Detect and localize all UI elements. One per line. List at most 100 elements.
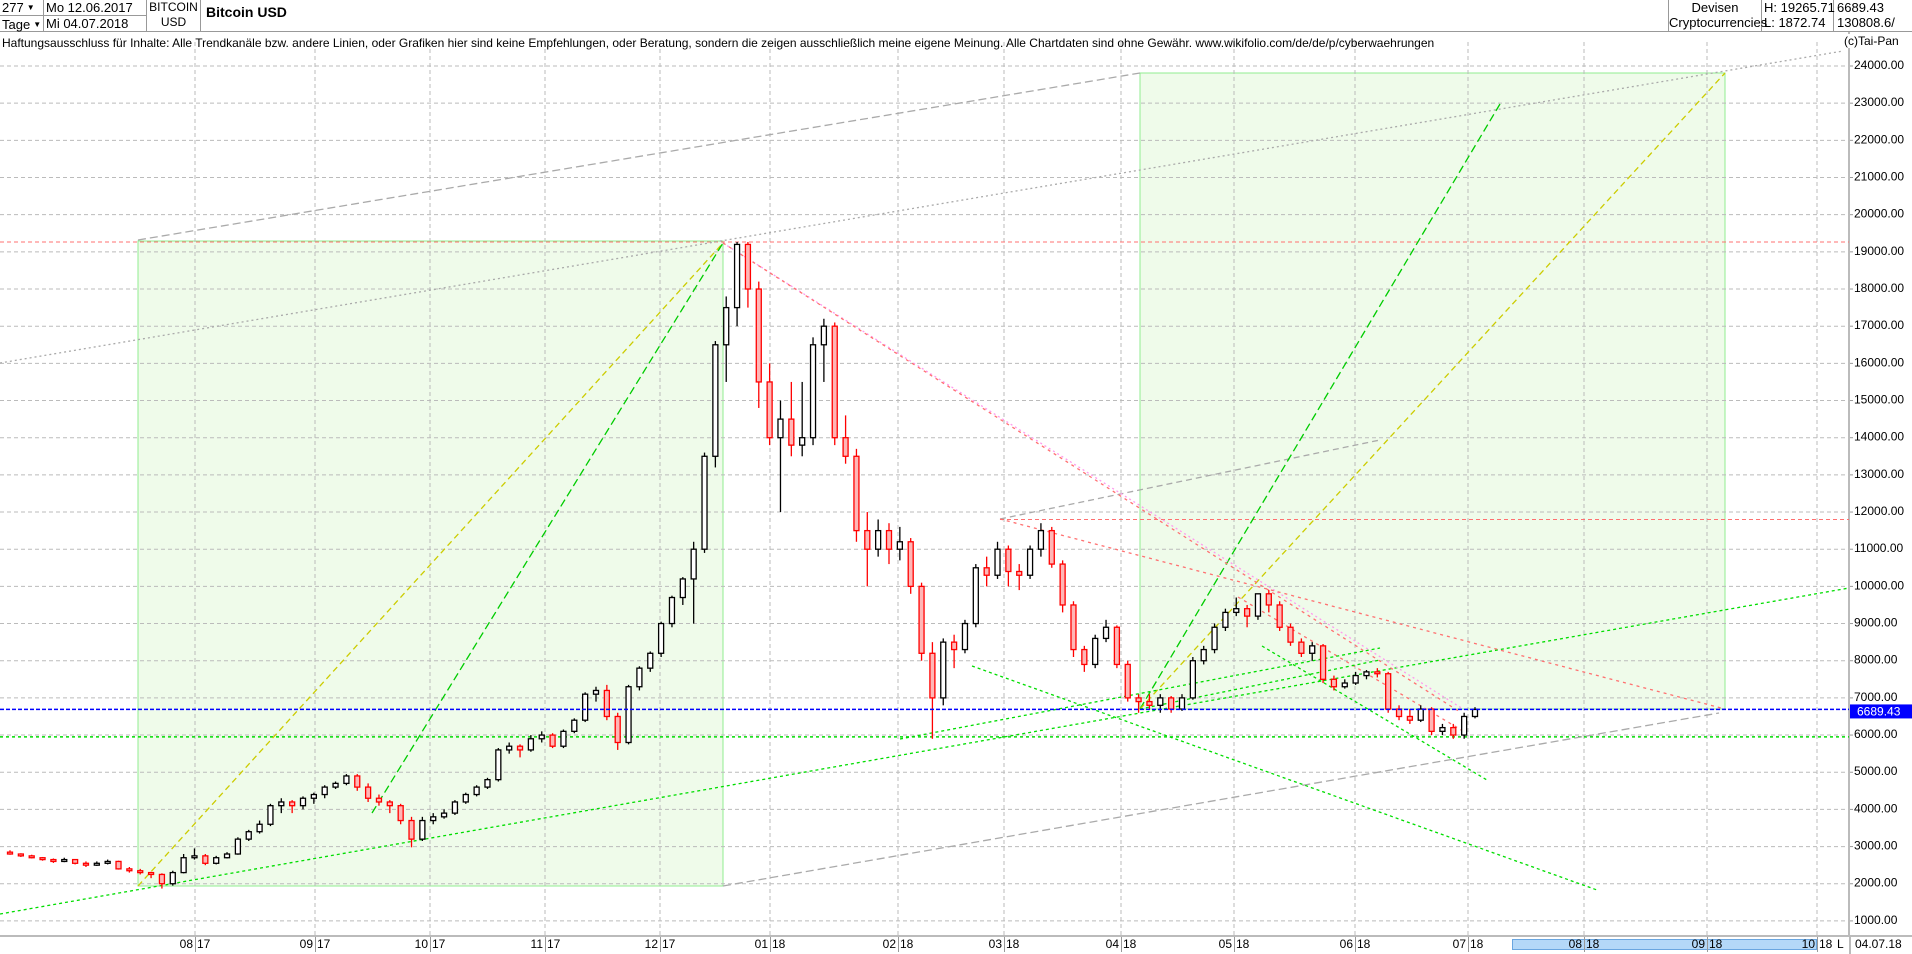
candle-body	[299, 797, 307, 807]
candle-body	[430, 816, 437, 822]
candle-body	[603, 689, 611, 718]
candle-body	[690, 548, 697, 580]
candle-body	[408, 819, 415, 840]
x-tick-month: 09	[1691, 937, 1705, 951]
y-tick-label: 3000.00	[1854, 839, 1898, 853]
candle-body	[6, 851, 14, 855]
candle-body	[831, 325, 838, 439]
candle-body	[180, 857, 187, 874]
x-tick-year: 18	[1004, 937, 1020, 952]
candle-body	[1200, 648, 1207, 662]
red-trend-line	[1237, 596, 1464, 732]
y-tick-label: 1000.00	[1854, 913, 1898, 927]
candle-body	[940, 641, 947, 699]
scale-mode[interactable]: L	[1837, 937, 1844, 951]
candle-body	[668, 596, 676, 625]
x-tick-year: 18	[1468, 937, 1484, 952]
candle-body	[1048, 529, 1055, 565]
x-tick-month: 10	[1801, 937, 1815, 951]
x-tick-month: 08	[179, 937, 193, 951]
x-tick-year: 17	[195, 937, 211, 952]
y-tick-label: 20000.00	[1854, 207, 1904, 221]
period-dropdown[interactable]: Tage ▼	[0, 16, 44, 32]
candle-body	[1081, 648, 1088, 666]
candle-body	[50, 858, 57, 863]
x-tick-month: 06	[1339, 937, 1353, 951]
y-tick-label: 5000.00	[1854, 764, 1898, 778]
x-tick-year: 17	[315, 937, 331, 952]
candle-body	[1016, 570, 1023, 576]
candle-body	[451, 801, 459, 814]
candle-body	[267, 805, 274, 825]
x-tick-month: 05	[1218, 937, 1232, 951]
start-date[interactable]: Mo 12.06.2017	[44, 0, 147, 16]
candle-body	[766, 381, 773, 439]
candle-body	[1330, 678, 1338, 688]
candle-body	[853, 455, 860, 532]
candle-body	[17, 853, 25, 857]
count-dropdown[interactable]: 277 ▼	[0, 0, 44, 16]
candle-body	[1070, 604, 1077, 651]
candle-body	[994, 548, 1001, 576]
y-tick-label: 14000.00	[1854, 430, 1904, 444]
candle-body	[39, 857, 46, 861]
candle-body	[809, 344, 817, 439]
end-date[interactable]: Mi 04.07.2018	[44, 16, 147, 32]
candle-body	[1037, 529, 1045, 550]
candle-body	[972, 567, 979, 625]
x-tick-year: 18	[1584, 937, 1600, 952]
candle-body	[1298, 641, 1305, 654]
candle-body	[560, 730, 567, 747]
candle-body	[625, 686, 632, 744]
y-tick-label: 10000.00	[1854, 578, 1904, 592]
candle-body	[777, 418, 784, 439]
candle-body	[527, 738, 535, 751]
green-channel-line	[1139, 659, 1381, 710]
gray-channel-line	[999, 439, 1381, 520]
green-channel-line	[1261, 645, 1488, 781]
candle-body	[571, 719, 578, 732]
candle-body	[126, 868, 133, 872]
x-tick-year: 18	[1234, 937, 1250, 952]
y-tick-label: 18000.00	[1854, 281, 1904, 295]
x-tick-year: 17	[430, 937, 446, 952]
candle-body	[1471, 708, 1479, 718]
candle-body	[1439, 726, 1446, 732]
gray-channel-line	[722, 712, 1720, 887]
candle-body	[929, 652, 936, 699]
candle-body	[332, 782, 339, 788]
gray-channel-line	[0, 50, 1844, 364]
candle-body	[1385, 673, 1392, 710]
x-tick-month: 03	[988, 937, 1002, 951]
candle-body	[321, 786, 328, 796]
candle-body	[61, 858, 68, 863]
candle-body	[516, 745, 524, 751]
candle-body	[147, 871, 155, 876]
green-fan-line	[1139, 103, 1501, 710]
candle-body	[657, 622, 665, 654]
candle-body	[679, 578, 686, 599]
chart-header: 277 ▼ Tage ▼ Mo 12.06.2017 Mi 04.07.2018 B…	[0, 0, 1912, 32]
candle-body	[354, 775, 361, 788]
candle-body	[1450, 726, 1457, 736]
candle-body	[278, 801, 285, 807]
candle-body	[506, 745, 513, 751]
candle-body	[788, 418, 795, 446]
time-scrollbar[interactable]	[1512, 939, 1817, 950]
candle-body	[1222, 611, 1229, 628]
instrument-title: Bitcoin USD	[206, 4, 287, 20]
candle-body	[343, 775, 350, 785]
x-tick-month: 10	[414, 937, 428, 951]
x-tick-year: 17	[545, 937, 561, 952]
yellow-fan-line	[1139, 72, 1726, 710]
candle-body	[223, 853, 231, 859]
y-tick-label: 13000.00	[1854, 467, 1904, 481]
candle-body	[983, 567, 990, 576]
x-tick-year: 18	[1817, 937, 1833, 952]
candle-body	[310, 793, 318, 799]
candle-body	[1167, 697, 1175, 710]
x-tick-year: 18	[1707, 937, 1723, 952]
x-tick-year: 18	[1121, 937, 1137, 952]
x-tick-year: 17	[660, 937, 676, 952]
